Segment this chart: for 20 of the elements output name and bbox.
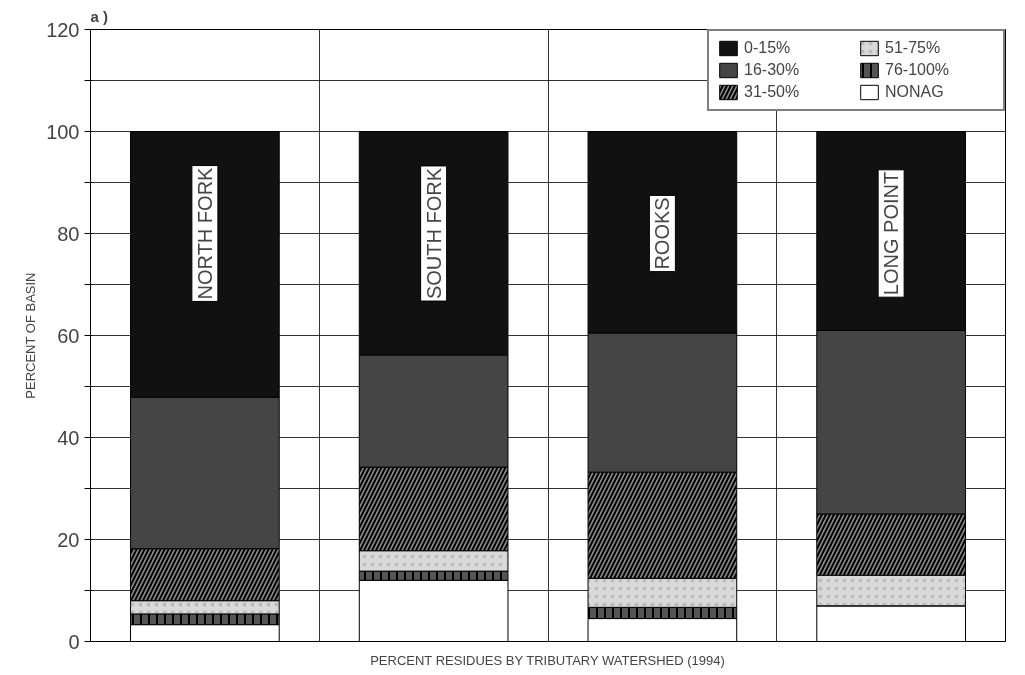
x-tick-label: NORTH FORK — [193, 166, 216, 300]
x-tick-label: ROOKS — [651, 197, 674, 270]
chart-title: a ) — [90, 7, 109, 25]
x-axis-title: PERCENT RESIDUES BY TRIBUTARY WATERSHED (1994) — [370, 652, 725, 668]
legend-label: 0-15% — [744, 39, 792, 57]
y-tick-label: 40 — [57, 426, 80, 449]
y-tick-label: 0 — [68, 630, 80, 653]
legend-label: 16-30% — [744, 61, 801, 79]
y-tick-label: 80 — [57, 222, 80, 245]
legend-label: 51-75% — [885, 39, 942, 57]
y-tick-label: 100 — [46, 120, 80, 143]
x-tick-label: SOUTH FORK — [422, 167, 445, 300]
legend-label: 31-50% — [744, 83, 801, 101]
x-tick-label: LONG POINT — [880, 171, 903, 296]
legend-label: NONAG — [885, 83, 945, 101]
y-axis-title: PERCENT OF BASIN — [23, 272, 39, 399]
y-tick-label: 120 — [46, 18, 80, 41]
y-tick-label: 20 — [57, 528, 80, 551]
y-tick-label: 60 — [57, 324, 80, 347]
legend-label: 76-100% — [885, 61, 951, 79]
